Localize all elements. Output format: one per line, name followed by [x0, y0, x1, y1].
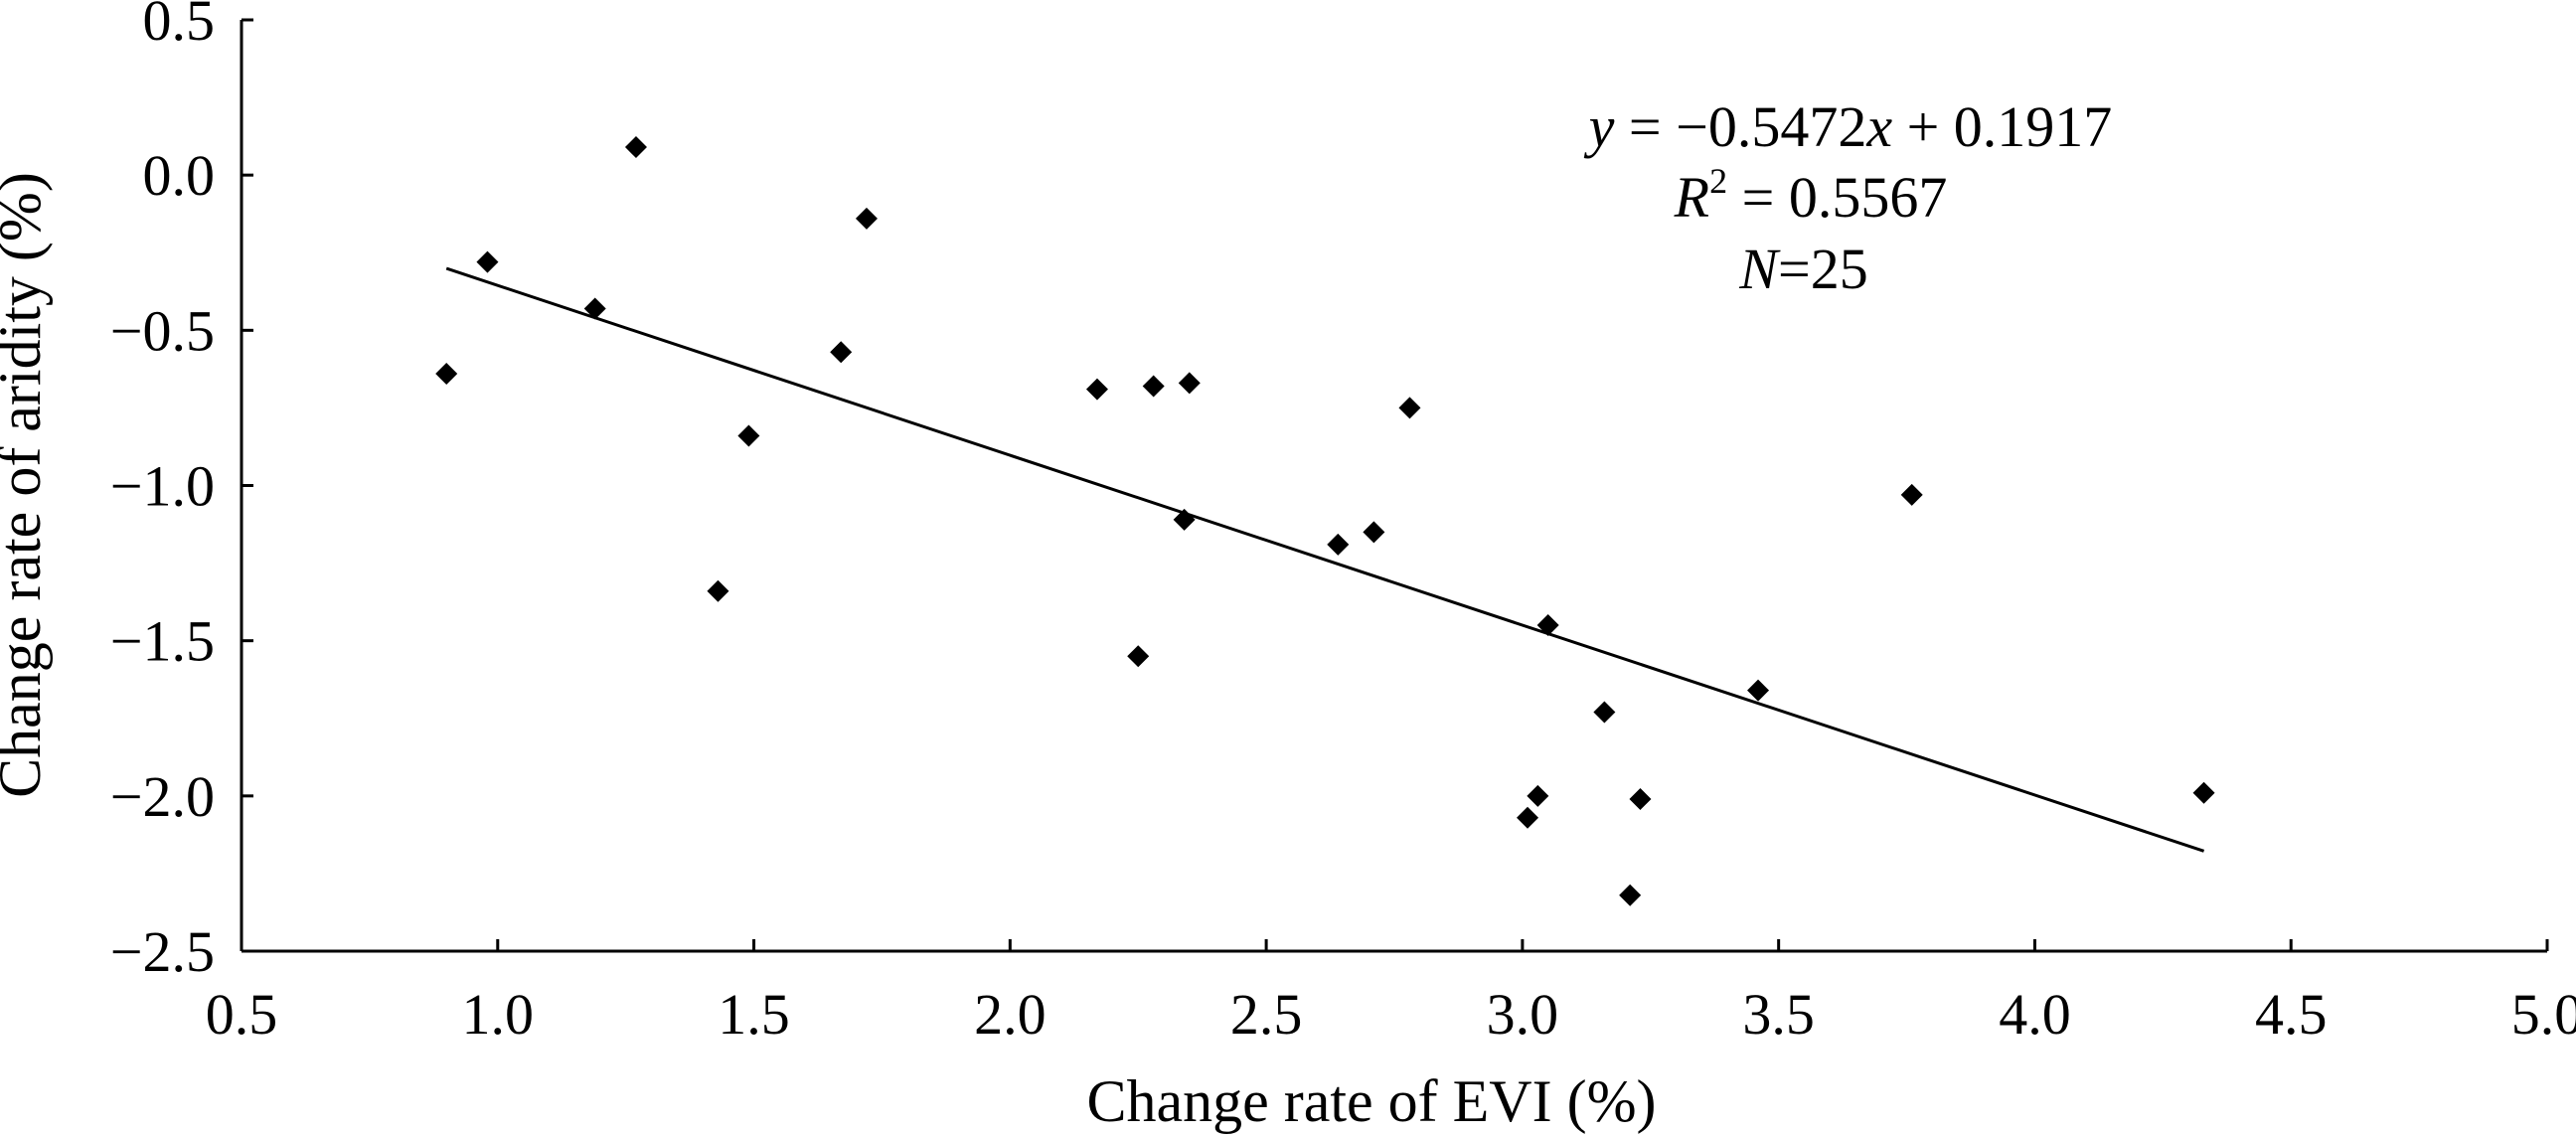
x-tick-label: 3.0 — [1487, 982, 1559, 1047]
y-axis-title: Change rate of aridity (%) — [0, 172, 53, 798]
data-point — [1363, 521, 1385, 544]
x-tick-label: 2.5 — [1230, 982, 1303, 1047]
data-point — [1142, 375, 1165, 398]
y-tick-label: −2.5 — [110, 919, 215, 984]
y-tick-label: −1.0 — [110, 454, 215, 519]
x-axis-title: Change rate of EVI (%) — [1086, 1068, 1656, 1134]
data-point — [1593, 701, 1616, 724]
data-point — [1085, 378, 1108, 401]
data-point — [476, 250, 499, 273]
y-axis: 0.5 0.0 −0.5 −1.0 −1.5 −2.0 −2.5 — [110, 0, 253, 984]
x-tick-label: 0.5 — [206, 982, 278, 1047]
x-tick-label: 1.5 — [718, 982, 790, 1047]
data-point — [1536, 614, 1559, 637]
data-point — [624, 136, 647, 159]
data-point — [1127, 645, 1150, 668]
regression-annotation: y = −0.5472x + 0.1917 R2 = 0.5567 N=25 — [1584, 94, 2113, 301]
x-tick-label: 2.0 — [974, 982, 1046, 1047]
data-point — [1327, 533, 1350, 556]
y-tick-label: 0.5 — [143, 0, 216, 53]
data-point — [583, 297, 606, 320]
regression-equation: y = −0.5472x + 0.1917 — [1584, 94, 2113, 159]
r-squared-label: R2 = 0.5567 — [1674, 161, 1948, 230]
data-point — [435, 363, 458, 386]
data-point — [737, 424, 760, 447]
data-point — [2192, 781, 2215, 804]
data-point — [1178, 372, 1201, 395]
data-point — [1629, 787, 1652, 810]
data-point — [1527, 784, 1549, 807]
data-point — [1517, 806, 1539, 829]
data-point — [1747, 679, 1770, 702]
sample-size-label: N=25 — [1738, 237, 1867, 301]
y-tick-label: 0.0 — [143, 143, 216, 208]
data-point — [1173, 508, 1196, 531]
trendline — [445, 266, 2205, 853]
y-tick-label: −2.0 — [110, 764, 215, 829]
y-tick-label: −0.5 — [110, 298, 215, 363]
x-tick-label: 5.0 — [2511, 982, 2576, 1047]
data-point — [1398, 397, 1421, 419]
data-point — [707, 579, 729, 602]
data-point — [1900, 483, 1923, 506]
x-tick-label: 4.5 — [2255, 982, 2328, 1047]
data-point — [855, 207, 878, 230]
x-tick-label: 4.0 — [1999, 982, 2071, 1047]
data-point — [830, 341, 853, 364]
data-point — [1619, 884, 1642, 906]
x-tick-label: 3.5 — [1742, 982, 1815, 1047]
x-tick-label: 1.0 — [462, 982, 535, 1047]
y-tick-label: −1.5 — [110, 609, 215, 674]
x-axis: 0.5 1.0 1.5 2.0 2.5 3.0 3.5 4.0 4.5 5.0 — [206, 939, 2576, 1047]
